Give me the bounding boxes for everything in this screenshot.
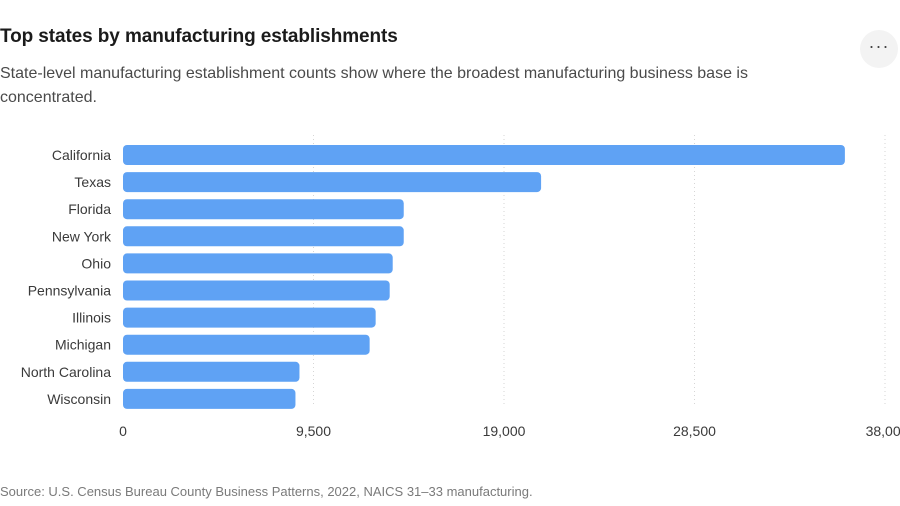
x-tick-label: 0 [119,423,127,439]
bar-illinois[interactable] [123,307,376,328]
bar-chart: California Texas Florida New York Ohio Pennsy… [21,135,900,439]
bar-florida[interactable] [123,199,404,220]
category-label: Michigan [55,337,111,353]
category-label: Ohio [81,255,111,271]
bar-north-carolina[interactable] [123,361,300,382]
bars [123,145,845,409]
bar-texas[interactable] [123,172,542,193]
category-label: North Carolina [21,364,111,380]
x-tick-label: 28,500 [673,423,716,439]
chart-title: Top states by manufacturing establishmen… [0,26,398,47]
bar-michigan[interactable] [123,334,370,355]
category-label: Wisconsin [47,391,111,407]
category-labels: California Texas Florida New York Ohio Pennsy… [21,147,112,407]
category-label: Florida [68,201,111,217]
bar-ohio[interactable] [123,253,393,274]
category-label: Illinois [72,310,111,326]
chart-subtitle: State-level manufacturing establishment … [0,65,748,106]
x-tick-label: 38,000 [866,423,900,439]
more-horizontal-icon: ··· [868,36,890,56]
x-tick-label: 19,000 [483,423,526,439]
x-tick-label: 9,500 [296,423,331,439]
bar-pennsylvania[interactable] [123,280,390,301]
bar-california[interactable] [123,145,845,165]
more-options-button[interactable]: ··· [860,30,898,68]
x-axis-ticks: 0 9,500 19,000 28,500 38,000 [119,423,900,439]
category-label: Pennsylvania [28,283,111,299]
category-label: New York [52,228,112,244]
bar-wisconsin[interactable] [123,388,296,409]
category-label: California [52,147,111,163]
source-note: Source: U.S. Census Bureau County Busine… [0,484,533,499]
category-label: Texas [74,174,111,190]
bar-new-york[interactable] [123,226,404,247]
